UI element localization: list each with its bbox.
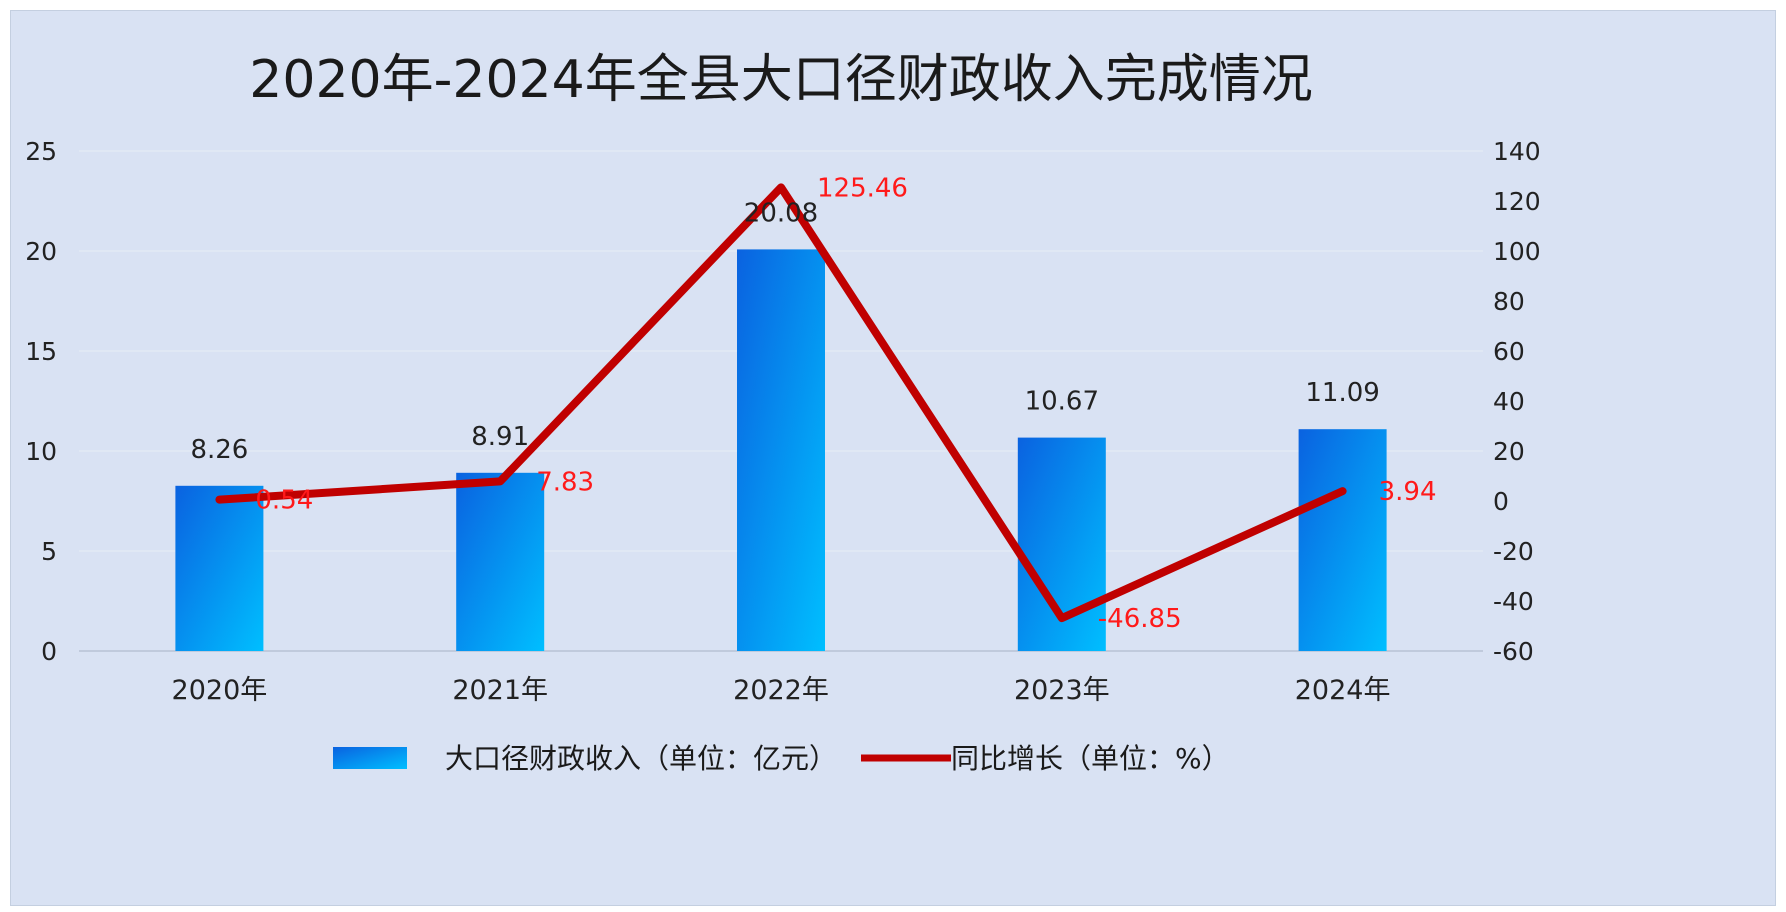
y-axis-right: -60 -40 -20 0 20 40 60 80 100 120 140: [1493, 137, 1541, 666]
legend: 大口径财政收入（单位：亿元） 同比增长（单位：%）: [333, 742, 1230, 775]
x-tick-label: 2024年: [1295, 675, 1391, 706]
y-axis-left: 0 5 10 15 20 25: [25, 137, 57, 666]
data-labels: 8.26 8.91 20.08 10.67 11.09 0.54 7.83 125.46 -46…: [190, 173, 1436, 634]
y-tick-label: 20: [25, 237, 57, 266]
bar: [456, 472, 545, 651]
line-point: [780, 186, 782, 189]
y-tick-label: 25: [25, 137, 57, 166]
line-point: [1341, 490, 1344, 493]
y2-tick-label: -40: [1493, 587, 1534, 616]
bar-value-label: 8.26: [190, 435, 248, 465]
bar: [175, 485, 264, 651]
bar-value-label: 11.09: [1305, 378, 1379, 408]
chart-area: 2020年-2024年全县大口径财政收入完成情况 0 5 10 15 20 25 -60-…: [10, 10, 1776, 906]
y-tick-label: 15: [25, 337, 57, 366]
y2-tick-label: -60: [1493, 637, 1534, 666]
bar-value-label: 20.08: [744, 198, 818, 228]
y2-tick-label: 120: [1493, 187, 1541, 216]
bar: [1298, 429, 1387, 651]
y2-tick-label: 0: [1493, 487, 1509, 516]
bar-series: [175, 249, 1387, 651]
y2-tick-label: -20: [1493, 537, 1534, 566]
y2-tick-label: 80: [1493, 287, 1525, 316]
x-axis: 2020年 2021年 2022年 2023年 2024年: [172, 675, 1391, 706]
y2-tick-label: 140: [1493, 137, 1541, 166]
bar-value-label: 8.91: [471, 422, 529, 452]
line-value-label: -46.85: [1098, 604, 1182, 634]
bar: [737, 249, 825, 651]
line-point: [499, 480, 502, 483]
y2-tick-label: 100: [1493, 237, 1541, 266]
line-value-label: 7.83: [536, 467, 594, 497]
y-tick-label: 10: [25, 437, 57, 466]
x-tick-label: 2023年: [1014, 675, 1110, 706]
bar-value-label: 10.67: [1025, 387, 1099, 417]
line-series: [215, 183, 1347, 623]
line-value-label: 3.94: [1379, 477, 1437, 507]
y-tick-label: 0: [41, 637, 57, 666]
y2-tick-label: 20: [1493, 437, 1525, 466]
y-tick-label: 5: [41, 537, 57, 566]
x-tick-label: 2020年: [172, 675, 268, 706]
legend-bar-swatch: [333, 747, 407, 769]
chart-title: 2020年-2024年全县大口径财政收入完成情况: [249, 50, 1312, 110]
line-point: [218, 498, 221, 501]
legend-line-label: 同比增长（单位：%）: [951, 742, 1230, 775]
y2-tick-label: 40: [1493, 387, 1525, 416]
x-tick-label: 2021年: [452, 675, 548, 706]
y2-tick-label: 60: [1493, 337, 1525, 366]
line-value-label: 125.46: [817, 173, 908, 203]
x-tick-label: 2022年: [733, 675, 829, 706]
line-value-label: 0.54: [255, 486, 313, 516]
line-point: [1060, 617, 1063, 620]
legend-bar-label: 大口径财政收入（单位：亿元）: [445, 742, 837, 775]
